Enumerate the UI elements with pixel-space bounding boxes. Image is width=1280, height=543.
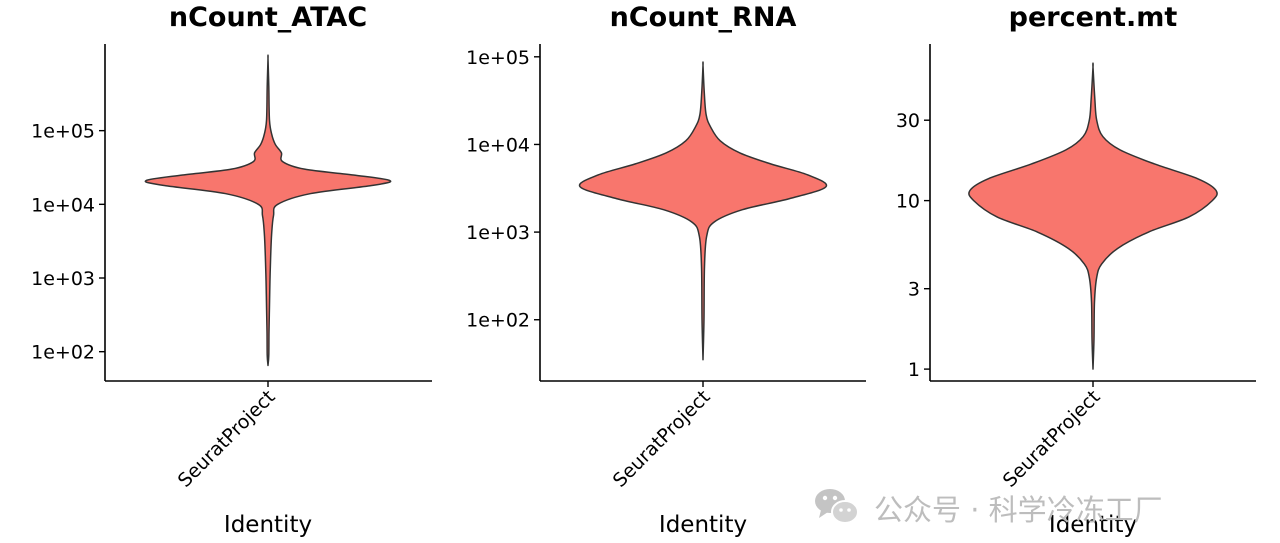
y-tick-label: 10 [896, 191, 920, 213]
violin-shape [578, 61, 828, 361]
panel-title: percent.mt [1009, 2, 1178, 33]
y-tick-label: 1 [908, 359, 920, 381]
y-tick-label: 1e+05 [31, 121, 95, 143]
y-tick-label: 1e+02 [466, 310, 530, 332]
panel-percent-mt: percent.mt Identity SeuratProject 1 3 10 30 [896, 2, 1256, 538]
y-tick-label: 1e+04 [31, 194, 95, 216]
x-axis-label: Identity [1049, 512, 1137, 538]
violin-shape [968, 62, 1218, 370]
x-axis-label: Identity [659, 512, 747, 538]
watermark: 公众号 · 科学冷冻工厂 [815, 489, 1163, 527]
y-tick-label: 1e+04 [466, 134, 530, 156]
watermark-text: 公众号 · 科学冷冻工厂 [874, 493, 1163, 527]
y-tick-label: 1e+05 [466, 47, 530, 69]
x-axis-label: Identity [224, 512, 312, 538]
y-tick-label: 30 [896, 110, 920, 132]
panel-title: nCount_RNA [610, 2, 797, 33]
violin-shape [144, 54, 392, 367]
panel-ncount-atac: nCount_ATAC Identity SeuratProject 1e+02… [31, 2, 432, 538]
y-tick-label: 3 [908, 279, 920, 301]
y-tick-label: 1e+03 [466, 222, 530, 244]
panel-title: nCount_ATAC [169, 2, 367, 33]
category-label: SeuratProject [174, 386, 280, 492]
panel-ncount-rna: nCount_RNA Identity SeuratProject 1e+02 1… [466, 2, 866, 538]
y-tick-label: 1e+03 [31, 268, 95, 290]
category-label: SeuratProject [999, 386, 1105, 492]
category-label: SeuratProject [609, 386, 715, 492]
wechat-icon [815, 489, 859, 524]
y-tick-label: 1e+02 [31, 342, 95, 364]
